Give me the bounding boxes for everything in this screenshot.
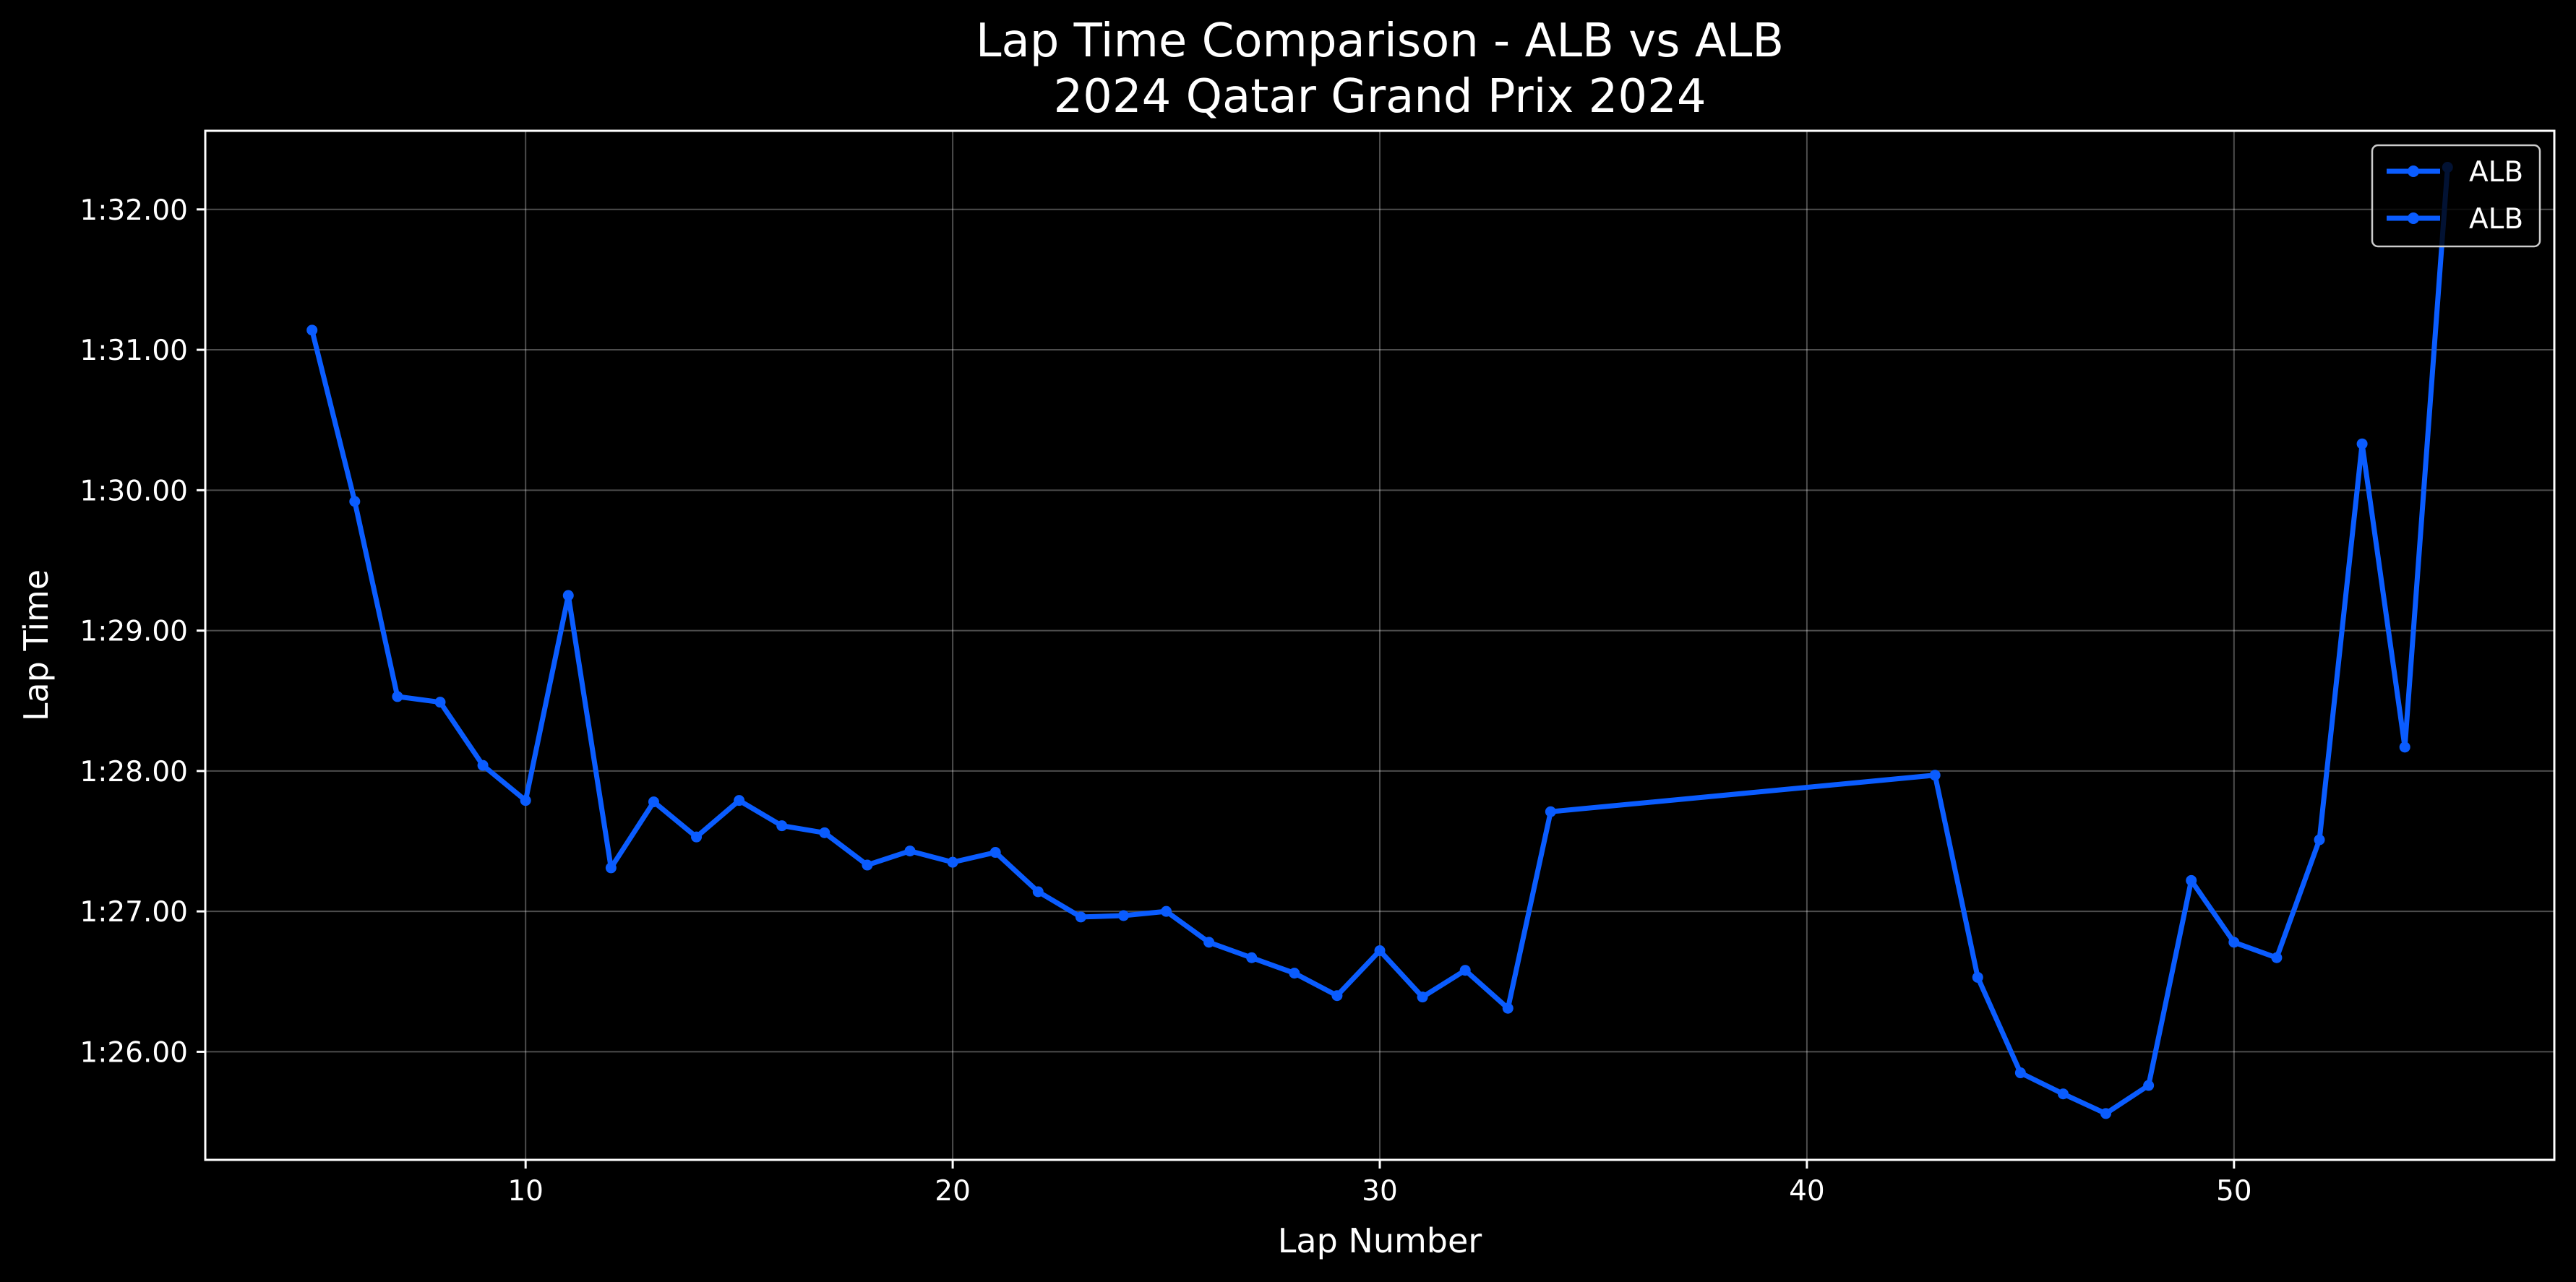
series-0-point-lap-21: [989, 847, 1001, 859]
x-tick-label-1: 20: [935, 1175, 971, 1208]
series-0-point-lap-44: [1972, 971, 1983, 983]
y-tick-label-3: 1:29.00: [80, 616, 188, 648]
series-0-point-lap-33: [1502, 1002, 1514, 1014]
series-0-point-lap-30: [1374, 945, 1386, 957]
y-tick-label-2: 1:28.00: [80, 756, 188, 788]
series-0-point-lap-12: [605, 862, 617, 874]
y-tick-label-4: 1:30.00: [80, 475, 188, 507]
series-layer: [306, 162, 2453, 1119]
series-0-point-lap-20: [947, 856, 958, 868]
series-0-point-lap-6: [349, 496, 361, 507]
legend-label-1: ALB: [2469, 156, 2523, 189]
legend-marker-2: [2408, 212, 2419, 224]
series-0-point-lap-25: [1161, 905, 1172, 917]
series-0-point-lap-32: [1459, 965, 1471, 976]
series-0-point-lap-10: [520, 795, 531, 806]
series-0-point-lap-13: [648, 796, 659, 808]
legend-label-2: ALB: [2469, 203, 2523, 236]
y-tick-label-1: 1:27.00: [80, 896, 188, 929]
series-0-point-lap-50: [2228, 937, 2240, 948]
chart-title: Lap Time Comparison - ALB vs ALB: [976, 14, 1784, 68]
series-0-point-lap-8: [434, 697, 446, 708]
series-0-point-lap-15: [734, 795, 745, 806]
series-0-point-lap-53: [2356, 438, 2368, 449]
chart-subtitle: 2024 Qatar Grand Prix 2024: [1053, 70, 1706, 124]
series-0-point-lap-52: [2314, 834, 2325, 846]
series-0-point-lap-11: [562, 590, 574, 601]
series-0-point-lap-26: [1203, 937, 1215, 948]
x-axis-ticks: 10 20 30 40 50: [507, 1160, 2252, 1208]
series-0-point-lap-19: [904, 846, 916, 857]
plot-frame: [204, 129, 2556, 1161]
series-0-point-lap-7: [392, 691, 403, 702]
series-0-point-lap-49: [2186, 874, 2197, 886]
series-0-point-lap-31: [1417, 991, 1428, 1003]
y-axis-ticks: 1:26.00 1:27.00 1:28.00 1:29.00 1:30.00 1:31.…: [80, 194, 205, 1069]
series-0-point-lap-27: [1246, 952, 1258, 963]
series-0-point-lap-22: [1032, 886, 1044, 898]
series-0-point-lap-17: [819, 827, 830, 838]
series-0-point-lap-24: [1117, 910, 1129, 921]
series-0-point-lap-23: [1075, 911, 1086, 923]
series-0-point-lap-46: [2057, 1088, 2069, 1100]
y-axis-label: Lap Time: [17, 569, 56, 721]
series-0-point-lap-14: [691, 831, 703, 843]
y-tick-label-0: 1:26.00: [80, 1036, 188, 1069]
x-tick-label-4: 50: [2216, 1175, 2252, 1208]
series-0-point-lap-45: [2014, 1067, 2026, 1079]
series-0-point-lap-5: [306, 324, 318, 336]
x-axis-label: Lap Number: [1278, 1221, 1482, 1260]
x-tick-label-0: 10: [507, 1175, 544, 1208]
y-tick-label-5: 1:31.00: [80, 335, 188, 367]
series-0-point-lap-18: [862, 859, 873, 871]
series-0-point-lap-28: [1289, 968, 1300, 979]
x-tick-label-2: 30: [1362, 1175, 1398, 1208]
series-0-point-lap-54: [2399, 741, 2410, 753]
series-0-point-lap-29: [1331, 990, 1343, 1002]
series-0-point-lap-48: [2143, 1080, 2155, 1091]
legend: ALB ALB: [2371, 144, 2541, 248]
series-0-point-lap-9: [477, 760, 489, 771]
legend-marker-1: [2408, 165, 2419, 177]
x-tick-label-3: 40: [1789, 1175, 1825, 1208]
series-0-point-lap-16: [776, 820, 788, 832]
series-0-point-lap-34: [1545, 806, 1556, 817]
series-0-point-lap-43: [1929, 770, 1941, 781]
series-0-point-lap-51: [2271, 952, 2283, 963]
y-tick-label-6: 1:32.00: [80, 194, 188, 227]
series-0-point-lap-47: [2100, 1108, 2112, 1119]
